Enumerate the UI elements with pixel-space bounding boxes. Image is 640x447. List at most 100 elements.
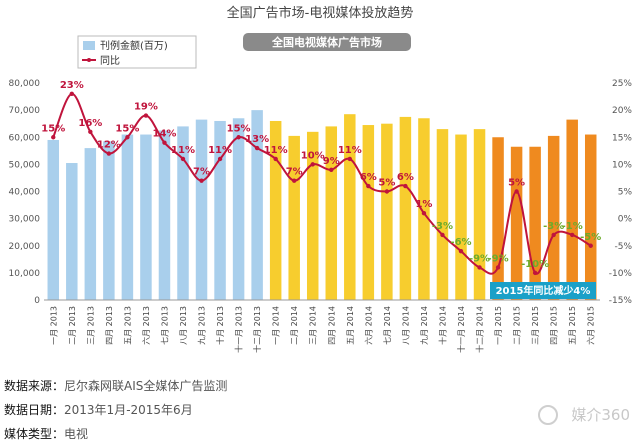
left-axis-tick: 40,000 bbox=[9, 188, 41, 198]
x-tick-label: 十一月 2014 bbox=[456, 306, 466, 353]
bar bbox=[288, 135, 300, 300]
bar bbox=[47, 139, 60, 300]
yoy-label: -5% bbox=[580, 232, 601, 243]
yoy-point bbox=[403, 183, 408, 189]
bar bbox=[455, 134, 467, 300]
yoy-label: 16% bbox=[78, 118, 102, 129]
media-type-line: 媒体类型：电视 bbox=[4, 425, 88, 442]
x-tick-label: 二月 2015 bbox=[513, 306, 522, 345]
bar bbox=[269, 120, 282, 300]
yoy-label: 9% bbox=[323, 156, 340, 167]
watermark-icon bbox=[538, 405, 558, 425]
x-tick-label: 三月 2015 bbox=[531, 306, 540, 345]
yoy-label: -9% bbox=[469, 253, 490, 264]
chart-title-banner bbox=[243, 33, 411, 51]
yoy-point bbox=[440, 232, 445, 238]
yoy-point bbox=[273, 156, 278, 162]
bar bbox=[158, 130, 171, 300]
legend-swatch-bars bbox=[83, 41, 95, 50]
yoy-point bbox=[310, 162, 315, 167]
yoy-point bbox=[51, 135, 56, 140]
x-tick-label: 十二月 2013 bbox=[252, 306, 262, 353]
x-tick-label: 八月 2013 bbox=[179, 306, 188, 345]
yoy-point bbox=[180, 156, 186, 162]
bar bbox=[121, 134, 134, 300]
right-axis-tick: 0% bbox=[618, 215, 633, 225]
left-axis-tick: 50,000 bbox=[9, 160, 41, 170]
yoy-label: 6% bbox=[397, 172, 414, 183]
x-tick-label: 十月 2013 bbox=[215, 306, 225, 345]
yoy-label: 11% bbox=[338, 145, 362, 156]
yoy-point bbox=[588, 243, 593, 248]
yoy-point bbox=[254, 145, 260, 151]
chart-title: 全国电视媒体广告市场 bbox=[271, 35, 382, 49]
bar bbox=[547, 135, 560, 300]
yoy-point bbox=[421, 211, 427, 216]
yoy-point bbox=[551, 232, 556, 238]
left-axis-tick: 80,000 bbox=[9, 79, 41, 89]
yoy-point bbox=[162, 140, 167, 145]
bar bbox=[344, 114, 356, 300]
x-tick-label: 五月 2013 bbox=[123, 306, 132, 345]
yoy-point bbox=[143, 113, 149, 118]
yoy-point bbox=[199, 178, 204, 183]
yoy-label: 10% bbox=[301, 150, 325, 161]
yoy-point bbox=[384, 189, 390, 194]
x-tick-label: 一月 2013 bbox=[49, 306, 58, 345]
yoy-label: -9% bbox=[487, 253, 508, 264]
x-tick-label: 三月 2013 bbox=[86, 306, 95, 345]
bar bbox=[306, 131, 319, 300]
bar bbox=[436, 129, 449, 300]
yoy-label: 12% bbox=[97, 140, 121, 151]
x-tick-label: 六月 2015 bbox=[586, 306, 596, 345]
bar bbox=[381, 123, 393, 300]
bar bbox=[251, 110, 263, 300]
yoy-point bbox=[495, 265, 501, 270]
legend-swatch-line-marker bbox=[87, 58, 91, 62]
x-tick-label: 二月 2013 bbox=[68, 306, 77, 345]
yoy-point bbox=[292, 178, 297, 183]
yoy-point bbox=[458, 248, 464, 254]
bar bbox=[566, 119, 578, 301]
x-tick-label: 九月 2014 bbox=[420, 306, 429, 345]
yoy-label: 1% bbox=[415, 199, 432, 210]
right-axis-tick: -15% bbox=[609, 296, 633, 306]
x-tick-label: 二月 2014 bbox=[290, 306, 299, 345]
yoy-label: 5% bbox=[378, 178, 395, 189]
yoy-point bbox=[88, 129, 93, 135]
callout-box bbox=[490, 282, 596, 299]
bar bbox=[362, 125, 375, 300]
x-tick-label: 十二月 2014 bbox=[475, 306, 485, 353]
x-tick-label: 四月 2015 bbox=[550, 306, 559, 345]
bar bbox=[584, 134, 597, 300]
bar bbox=[66, 163, 78, 300]
yoy-label: -3% bbox=[432, 221, 453, 232]
bar bbox=[177, 126, 189, 301]
bar bbox=[529, 146, 541, 300]
yoy-label: -3% bbox=[543, 221, 564, 232]
bar bbox=[214, 120, 226, 300]
yoy-label: 5% bbox=[508, 178, 525, 189]
x-tick-label: 四月 2014 bbox=[327, 306, 336, 345]
page-title: 全国广告市场-电视媒体投放趋势 bbox=[226, 6, 414, 21]
yoy-label: 14% bbox=[152, 129, 176, 140]
x-tick-label: 十一月 2013 bbox=[234, 306, 244, 353]
yoy-label: 11% bbox=[208, 145, 232, 156]
data-source-line: 数据来源：尼尔森网联AIS全媒体广告监测 bbox=[4, 377, 227, 394]
yoy-label: 15% bbox=[227, 123, 251, 134]
yoy-point bbox=[69, 91, 75, 97]
bar bbox=[232, 118, 245, 300]
left-axis-tick: 10,000 bbox=[9, 269, 41, 279]
left-axis-tick: 70,000 bbox=[9, 106, 41, 116]
yoy-label: 7% bbox=[193, 167, 210, 178]
right-axis-tick: 5% bbox=[618, 188, 633, 198]
yoy-point bbox=[347, 156, 352, 162]
bar bbox=[140, 134, 152, 300]
callout-text: 2015年同比减少4% bbox=[496, 284, 591, 297]
left-axis-tick: 20,000 bbox=[9, 242, 41, 252]
bar bbox=[195, 119, 208, 301]
yoy-point bbox=[125, 135, 130, 140]
yoy-point bbox=[236, 135, 241, 140]
legend-label-bars: 刊例金额(百万) bbox=[100, 39, 168, 52]
yoy-label: 7% bbox=[286, 167, 303, 178]
